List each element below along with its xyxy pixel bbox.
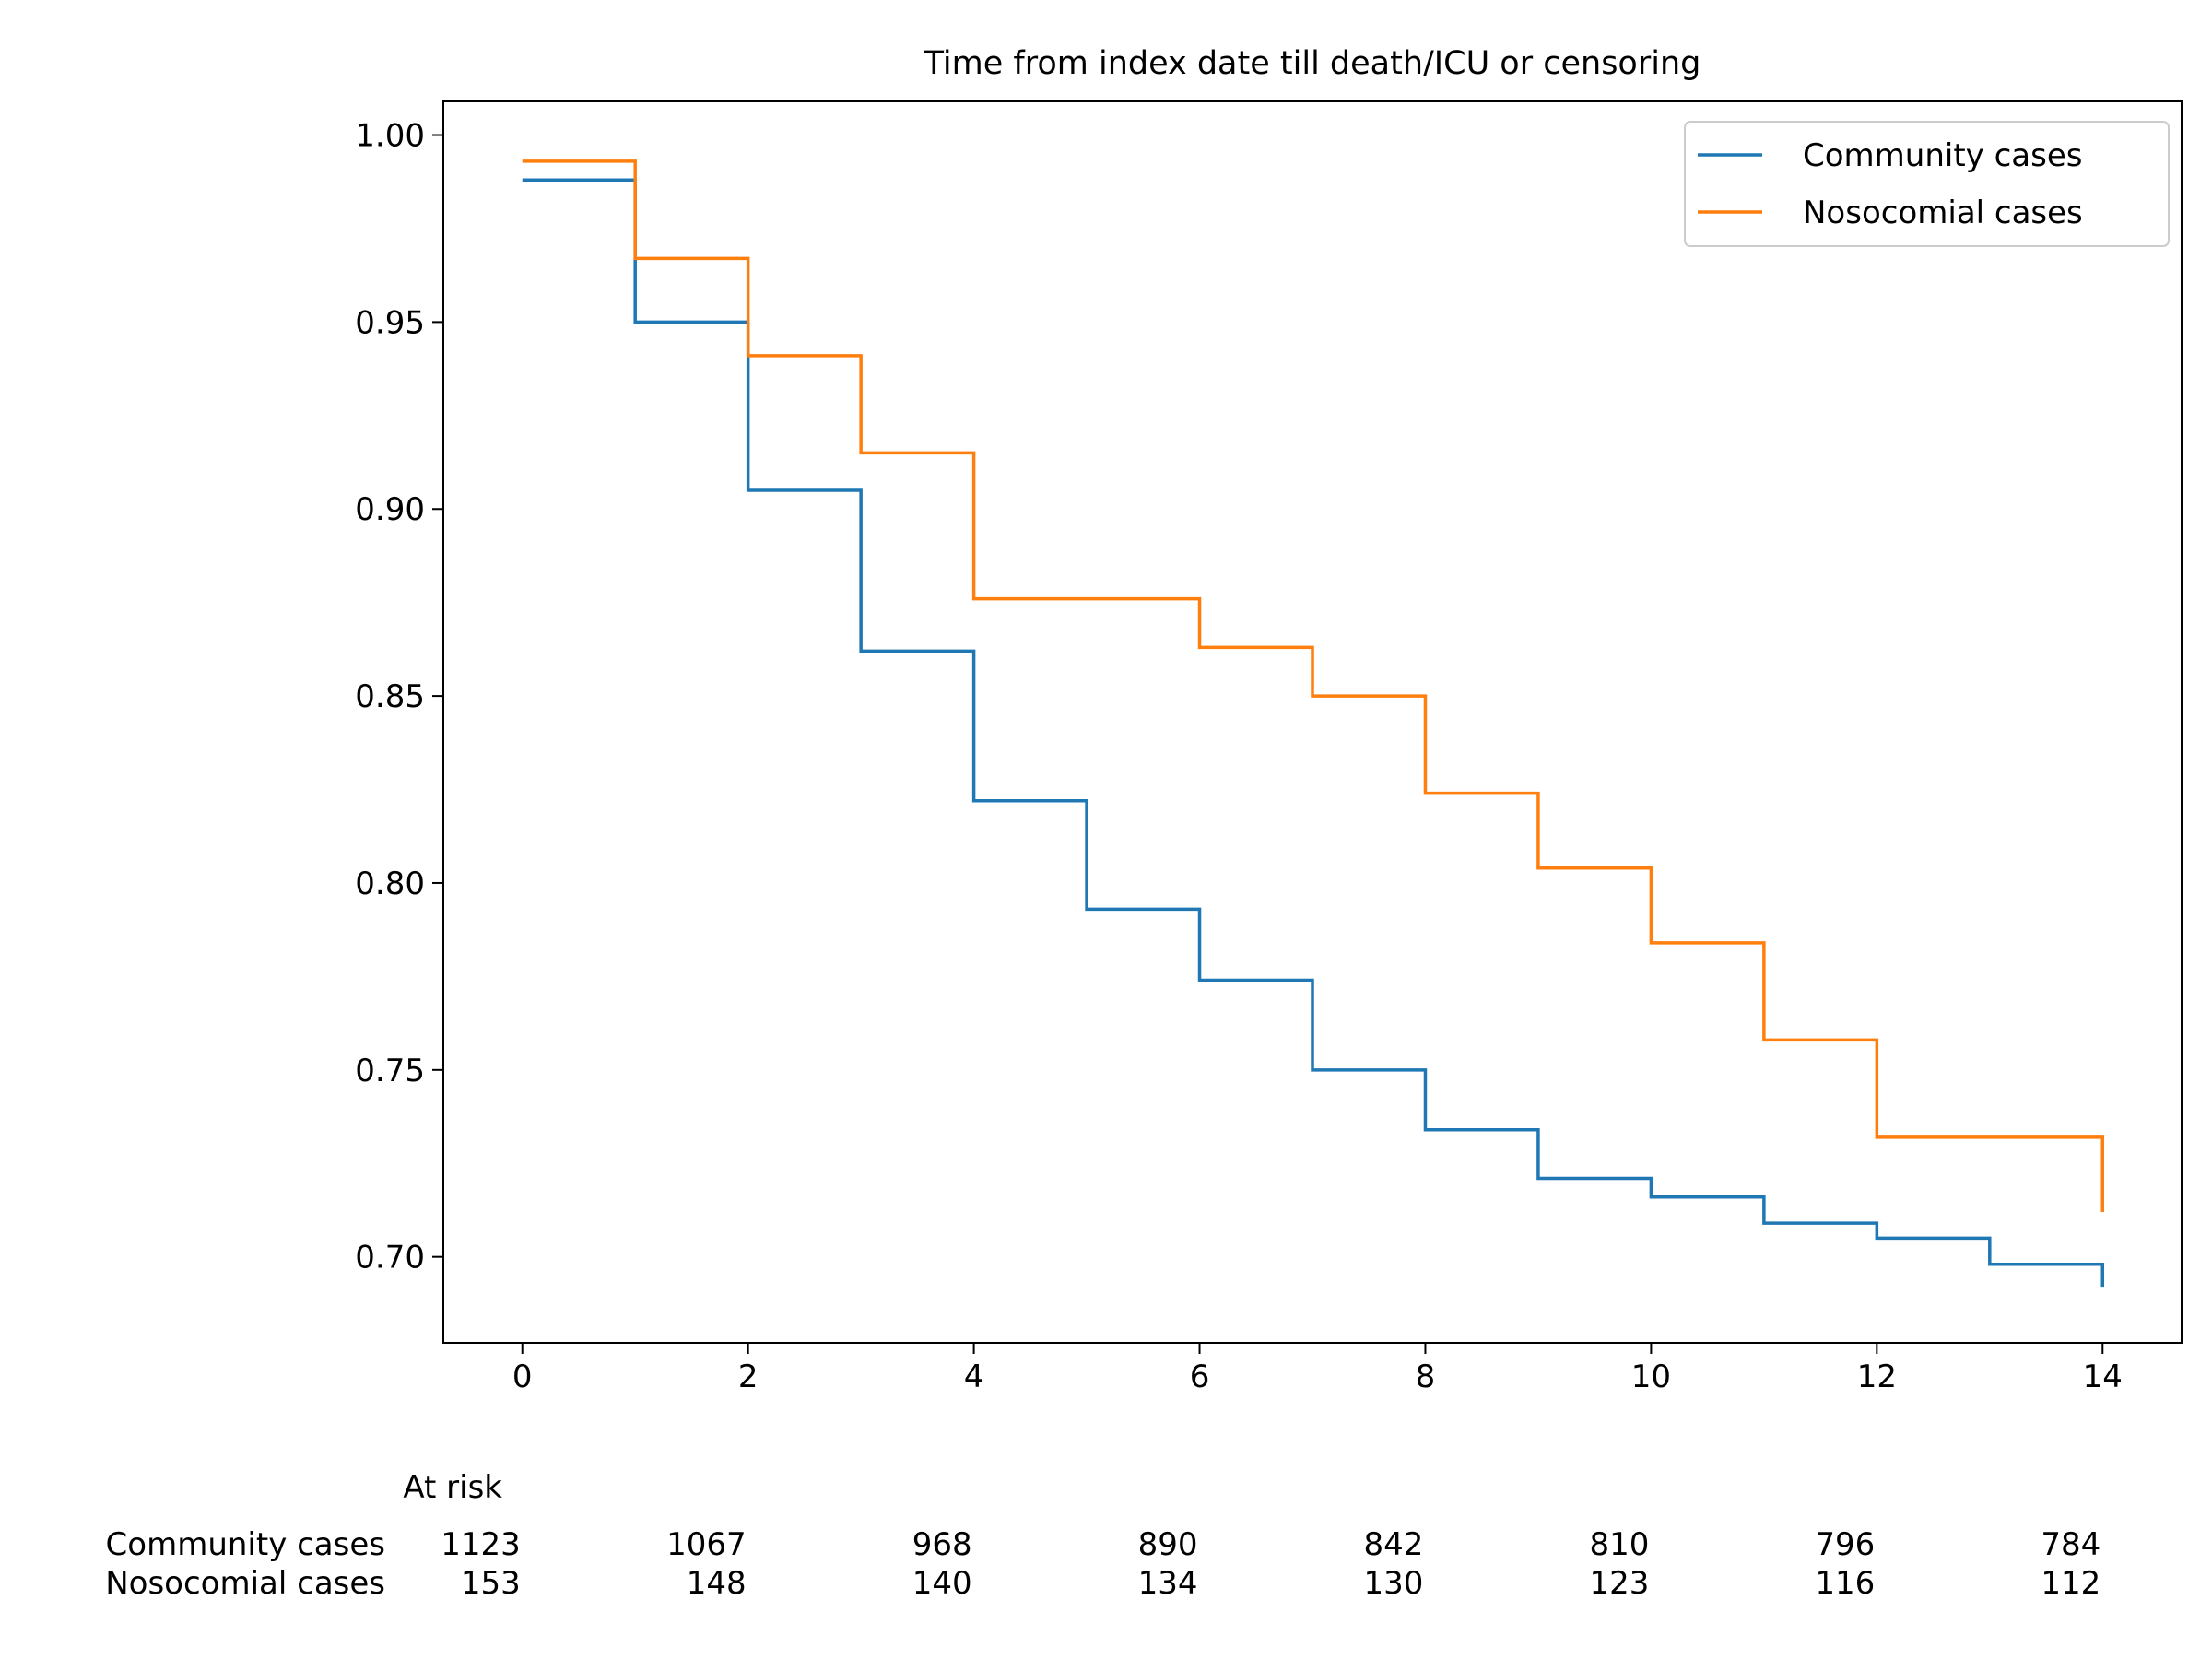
at-risk-value: 968: [912, 1526, 972, 1563]
at-risk-table: At risk Community cases 1123 1067 968 890 842…: [105, 1469, 2100, 1602]
x-tick-label: 4: [964, 1359, 984, 1395]
at-risk-value: 116: [1815, 1565, 1875, 1602]
at-risk-value: 130: [1364, 1565, 1424, 1602]
at-risk-value: 140: [912, 1565, 972, 1602]
at-risk-value: 1067: [666, 1526, 747, 1563]
legend-label: Community cases: [1803, 137, 2082, 174]
series-line-community: [522, 178, 2105, 1288]
at-risk-value: 134: [1138, 1565, 1198, 1602]
y-tick-label: 0.75: [355, 1053, 425, 1089]
x-tick-label: 2: [738, 1359, 759, 1395]
at-risk-value: 112: [2041, 1565, 2100, 1602]
at-risk-value: 123: [1589, 1565, 1649, 1602]
x-tick-label: 6: [1190, 1359, 1210, 1395]
series-line-nosocomial: [522, 159, 2105, 1212]
at-risk-value: 148: [687, 1565, 747, 1602]
y-tick-label: 0.95: [355, 304, 425, 341]
x-tick-label: 8: [1416, 1359, 1436, 1395]
x-tick-label: 14: [2083, 1359, 2123, 1395]
at-risk-value: 796: [1815, 1526, 1875, 1563]
x-tick-label: 10: [1631, 1359, 1671, 1395]
at-risk-value: 1123: [441, 1526, 521, 1563]
chart-title: Time from index date till death/ICU or c…: [924, 45, 1701, 82]
y-tick-label: 1.00: [355, 118, 425, 155]
y-tick-label: 0.70: [355, 1240, 425, 1277]
y-tick-label: 0.90: [355, 491, 425, 528]
at-risk-value: 784: [2041, 1526, 2100, 1563]
at-risk-value: 842: [1364, 1526, 1424, 1563]
x-tick-label: 12: [1857, 1359, 1897, 1395]
legend-label: Nosocomial cases: [1803, 194, 2083, 231]
at-risk-value: 153: [461, 1565, 521, 1602]
legend-box: [1684, 121, 2170, 247]
at-risk-row-label: Nosocomial cases: [105, 1565, 385, 1602]
legend: Community cases Nosocomial cases: [1684, 121, 2170, 247]
at-risk-row-label: Community cases: [106, 1526, 385, 1563]
y-tick-label: 0.85: [355, 678, 425, 715]
plot-area: 0 2 4 6 8 10 12 14 0.70 0.75 0.80 0.85 0.90 0.95 1.00: [355, 100, 2183, 1395]
at-risk-value: 810: [1589, 1526, 1649, 1563]
axes-frame: [442, 100, 2183, 1344]
at-risk-title: At risk: [403, 1469, 502, 1506]
x-tick-label: 0: [512, 1359, 533, 1395]
at-risk-value: 890: [1138, 1526, 1198, 1563]
y-tick-label: 0.80: [355, 865, 425, 902]
